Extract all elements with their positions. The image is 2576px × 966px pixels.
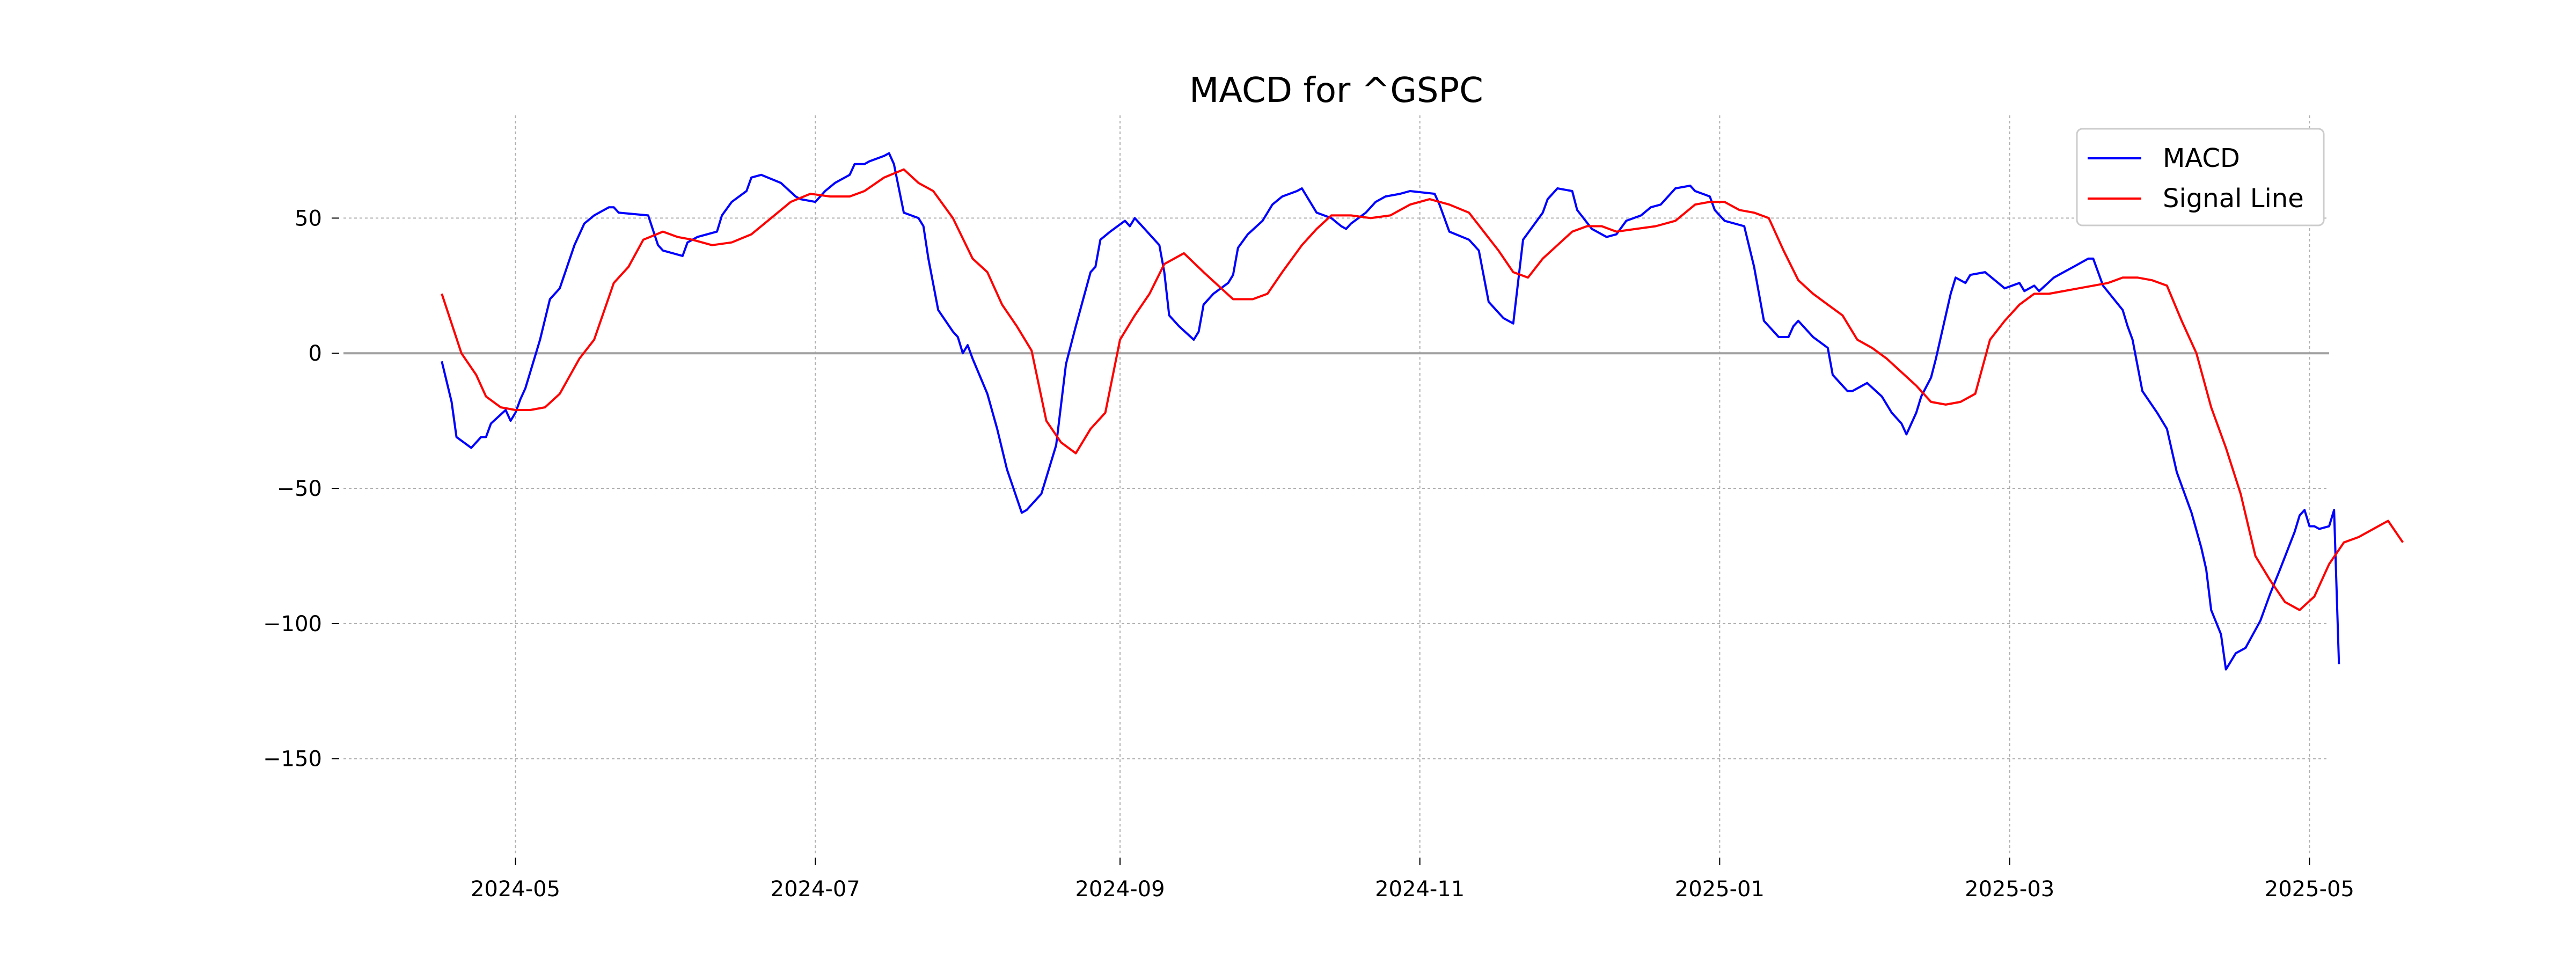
x-tick-label: 2025-01 [1675,877,1765,902]
x-tick-label: 2025-05 [2265,877,2354,902]
chart-title: MACD for ^GSPC [1189,71,1483,111]
y-tick-label: 50 [295,206,322,231]
y-tick-label: −50 [277,477,322,501]
x-tick-label: 2024-07 [771,877,860,902]
x-tick-label: 2024-11 [1375,877,1465,902]
tick-labels-layer: 2024-05 2024-07 2024-09 2024-11 2025-01 2025-… [263,206,2354,902]
x-tick-label: 2024-09 [1075,877,1165,902]
legend-label: MACD [2163,143,2240,173]
y-tick-label: 0 [309,341,322,366]
series-line-macd [441,152,2340,671]
legend: MACD Signal Line [2076,128,2325,226]
series-layer [441,152,2404,671]
y-tick-label: −100 [263,612,322,636]
y-tick-label: −150 [263,747,322,772]
x-tick-label: 2024-05 [471,877,560,902]
series-line-signal-line [441,168,2404,611]
legend-label: Signal Line [2163,184,2304,214]
legend-box [2076,128,2325,226]
x-tick-label: 2025-03 [1965,877,2054,902]
grid-layer [343,115,2329,853]
